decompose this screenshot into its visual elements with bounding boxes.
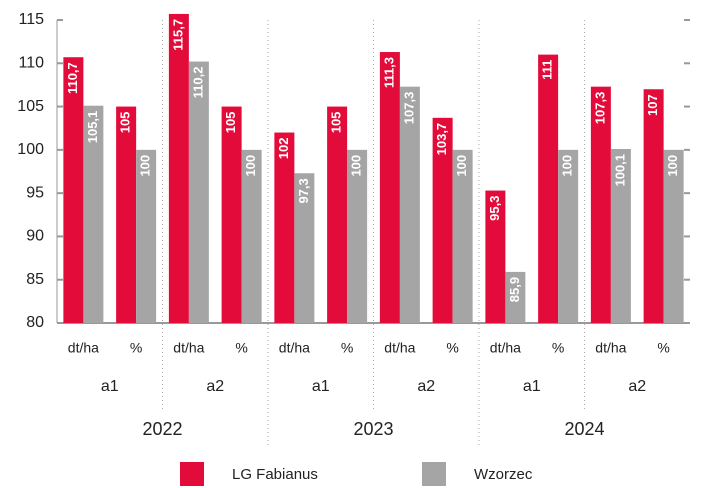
bar [610, 148, 631, 323]
x-tick-label: % [235, 340, 247, 356]
value-label: 105 [329, 112, 344, 134]
bar [379, 52, 400, 323]
value-label: 107 [645, 94, 660, 116]
subgroup-label: a2 [417, 378, 435, 395]
value-label: 110,7 [65, 62, 80, 94]
y-tick-label: 90 [26, 228, 44, 245]
value-label: 111 [540, 60, 555, 80]
bar [452, 149, 473, 323]
y-tick-label: 115 [18, 11, 44, 28]
bar [294, 173, 315, 323]
bar [168, 13, 189, 323]
x-tick-label: % [130, 340, 142, 356]
y-tick-label: 95 [26, 184, 44, 201]
y-tick-label: 80 [26, 314, 44, 331]
subgroup-label: a2 [206, 378, 224, 395]
legend-swatch [180, 462, 204, 486]
legend-label: LG Fabianus [232, 466, 318, 483]
value-label: 103,7 [434, 123, 449, 156]
bar [347, 149, 368, 323]
x-tick-label: % [341, 340, 353, 356]
x-tick-label: dt/ha [384, 340, 415, 356]
value-label: 100,1 [612, 154, 627, 187]
bar [221, 106, 242, 323]
x-tick-label: % [446, 340, 458, 356]
group-label: 2024 [564, 419, 604, 439]
value-label: 100 [454, 155, 469, 177]
legend-label: Wzorzec [474, 466, 533, 483]
bar [136, 149, 157, 323]
y-tick-label: 85 [26, 271, 44, 288]
value-label: 107,3 [592, 92, 607, 125]
y-tick-label: 110 [18, 55, 44, 72]
value-label: 100 [138, 155, 153, 177]
y-tick-label: 105 [17, 98, 44, 115]
bar [558, 149, 579, 323]
x-tick-label: dt/ha [173, 340, 204, 356]
group-label: 2023 [353, 419, 393, 439]
x-tick-label: dt/ha [279, 340, 310, 356]
bar [63, 57, 84, 324]
value-label: 97,3 [296, 178, 311, 203]
x-tick-label: dt/ha [68, 340, 99, 356]
bar [327, 106, 348, 323]
value-label: 111,3 [381, 57, 396, 88]
value-label: 110,2 [190, 67, 205, 99]
subgroup-label: a1 [523, 378, 541, 395]
value-label: 85,9 [507, 277, 522, 302]
bar [643, 89, 664, 323]
value-label: 102 [276, 138, 291, 160]
value-label: 100 [665, 155, 680, 177]
value-label: 100 [243, 155, 258, 177]
x-tick-label: % [657, 340, 669, 356]
subgroup-label: a2 [628, 378, 646, 395]
value-label: 107,3 [401, 92, 416, 125]
bar [274, 132, 295, 323]
bar [116, 106, 137, 323]
x-tick-label: dt/ha [490, 340, 521, 356]
value-label: 115,7 [170, 19, 185, 51]
value-label: 95,3 [487, 196, 502, 221]
bar [432, 117, 453, 323]
value-label: 100 [349, 155, 364, 177]
y-tick-label: 100 [17, 141, 44, 158]
bar [590, 86, 611, 323]
subgroup-label: a1 [101, 378, 119, 395]
bar [505, 271, 526, 323]
value-label: 105,1 [85, 111, 100, 144]
x-tick-label: % [552, 340, 564, 356]
bar [83, 105, 104, 323]
subgroup-label: a1 [312, 378, 330, 395]
bar [538, 54, 559, 323]
legend-swatch [422, 462, 446, 486]
x-tick-label: dt/ha [595, 340, 626, 356]
group-label: 2022 [142, 419, 182, 439]
bar [241, 149, 262, 323]
bar [485, 190, 506, 323]
value-label: 105 [223, 112, 238, 134]
value-label: 100 [560, 155, 575, 177]
bar [663, 149, 684, 323]
bar [399, 86, 420, 323]
bar [188, 61, 209, 323]
value-label: 105 [118, 112, 133, 134]
